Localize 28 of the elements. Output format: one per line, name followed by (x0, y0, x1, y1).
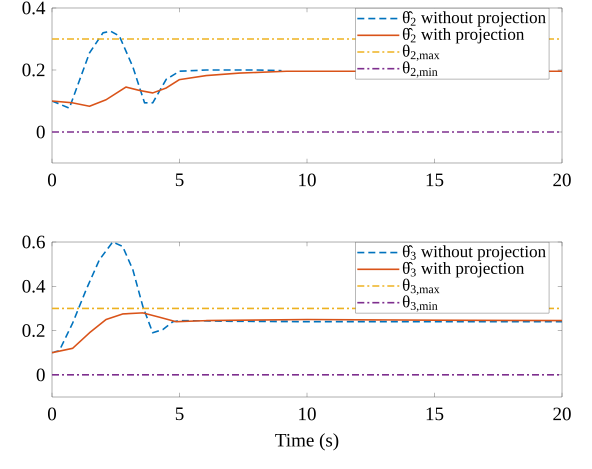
y-tick-label: 0 (36, 126, 45, 138)
x-tick-label: 10 (299, 174, 316, 186)
legend-label: θ̂$_{2}$ with projection (402, 28, 524, 44)
y-tick-label: 0 (36, 368, 45, 382)
legend-label: θ$_{3,min}$ (402, 295, 438, 312)
y-tick-label: 0.6 (22, 236, 45, 248)
y-tick-label: 0.2 (22, 324, 44, 338)
x-tick-label: 0 (48, 408, 56, 420)
y-tick-label: 0.4 (22, 280, 46, 293)
x-tick-label: 20 (553, 408, 571, 420)
line-series (52, 30, 282, 109)
legend-label: θ$_{2,min}$ (402, 61, 438, 78)
line-series (52, 312, 562, 354)
legend-label: θ$_{2,max}$ (402, 44, 440, 61)
x-axis-title: Time (s) (275, 433, 338, 450)
x-tick-label: 15 (426, 174, 444, 186)
x-tick-label: 5 (176, 408, 184, 420)
y-tick-label: 0.2 (22, 64, 44, 76)
x-tick-label: 10 (299, 408, 316, 420)
legend-label: θ̂$_{2}$ without projection (402, 11, 546, 27)
x-tick-label: 5 (176, 174, 184, 186)
y-tick-label: 0.4 (22, 2, 46, 14)
x-tick-label: 15 (426, 408, 444, 420)
x-tick-label: 20 (553, 174, 571, 186)
legend-label: θ$_{3,max}$ (402, 278, 440, 295)
legend-label: θ̂$_{3}$ without projection (402, 245, 546, 261)
x-tick-label: 0 (48, 174, 56, 186)
legend-label: θ̂$_{3}$ with projection (402, 262, 524, 278)
